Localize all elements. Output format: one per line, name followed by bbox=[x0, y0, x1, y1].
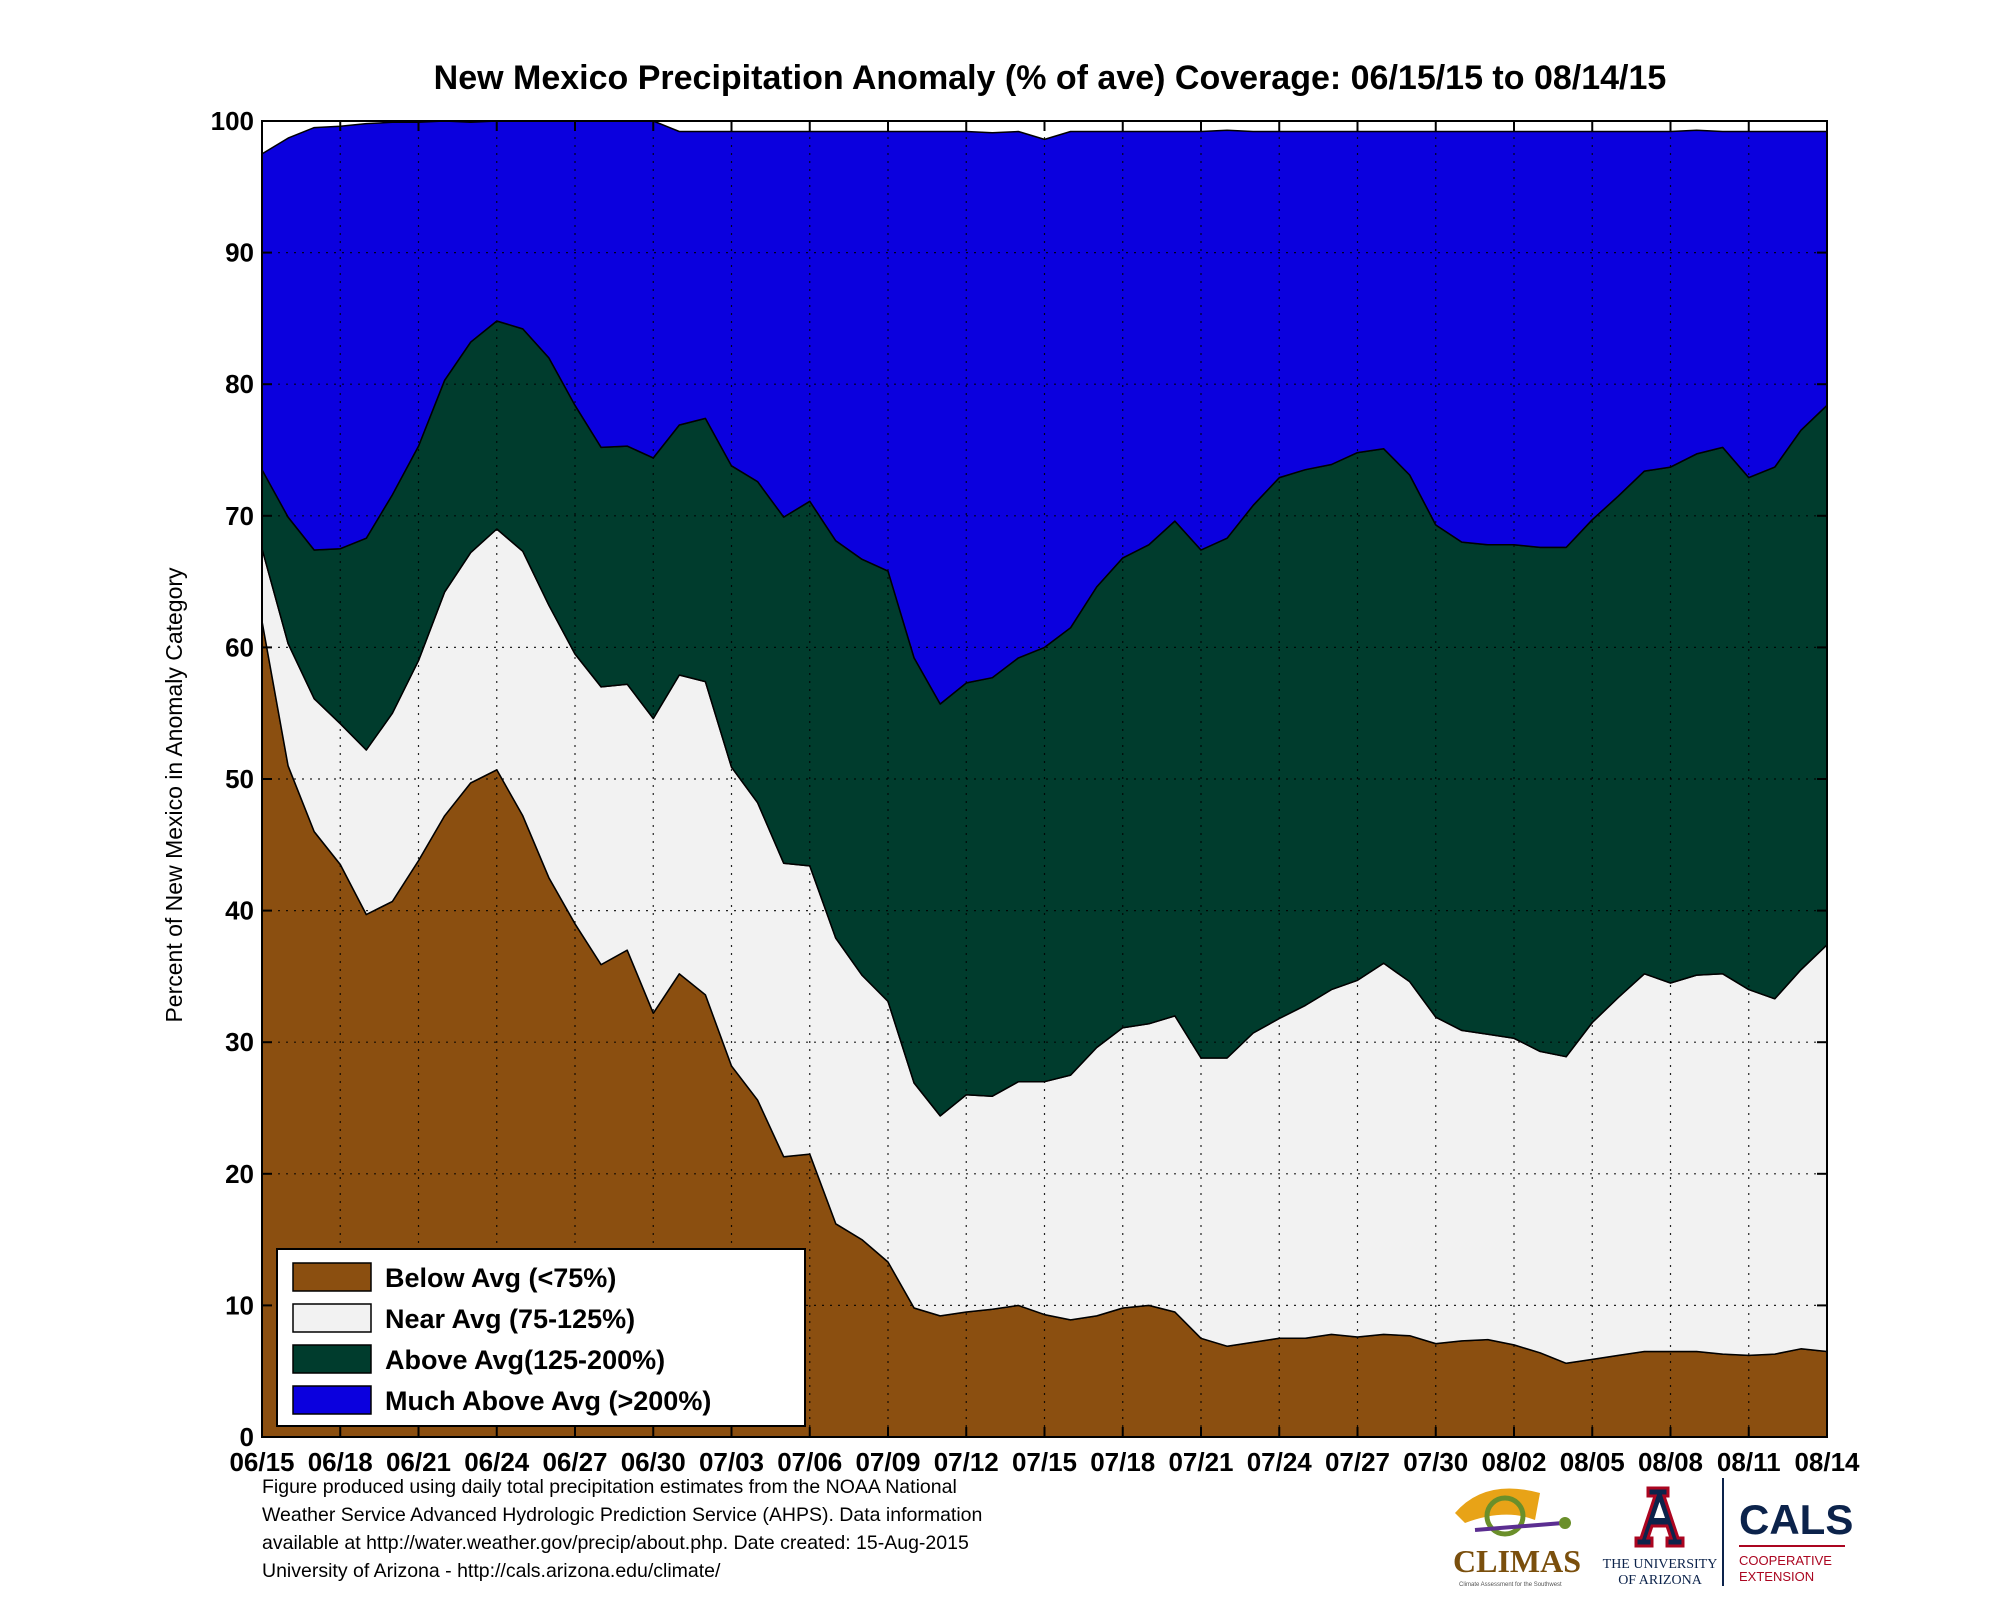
sponsor-logos: CLIMAS Climate Assessment for the Southw… bbox=[1453, 1478, 1853, 1588]
x-tick-label: 08/08 bbox=[1638, 1447, 1703, 1477]
cals-line-2: EXTENSION bbox=[1739, 1569, 1814, 1584]
x-tick-label: 06/30 bbox=[621, 1447, 686, 1477]
footer-line-3: available at http://water.weather.gov/pr… bbox=[262, 1532, 969, 1554]
y-tick-label: 0 bbox=[240, 1422, 254, 1452]
cals-wordmark: CALS bbox=[1739, 1496, 1853, 1543]
x-tick-label: 07/30 bbox=[1403, 1447, 1468, 1477]
climas-logo: CLIMAS Climate Assessment for the Southw… bbox=[1453, 1488, 1581, 1588]
y-tick-label: 100 bbox=[211, 106, 254, 136]
x-tick-label: 06/21 bbox=[386, 1447, 451, 1477]
y-tick-label: 20 bbox=[225, 1159, 254, 1189]
chart-title: New Mexico Precipitation Anomaly (% of a… bbox=[434, 59, 1667, 97]
y-axis-label: Percent of New Mexico in Anomaly Categor… bbox=[161, 567, 187, 1023]
y-tick-label: 30 bbox=[225, 1027, 254, 1057]
climas-wordmark: CLIMAS bbox=[1453, 1543, 1581, 1579]
legend-label: Near Avg (75-125%) bbox=[385, 1304, 635, 1334]
cals-logo: CALS COOPERATIVE EXTENSION bbox=[1739, 1496, 1853, 1584]
x-tick-label: 07/06 bbox=[777, 1447, 842, 1477]
y-tick-label: 90 bbox=[225, 238, 254, 268]
x-axis-ticks: 06/15 06/18 06/21 06/24 06/27 06/30 07/03 07/06… bbox=[229, 121, 1860, 1477]
x-tick-label: 06/15 bbox=[229, 1447, 294, 1477]
x-tick-label: 07/27 bbox=[1325, 1447, 1390, 1477]
x-tick-label: 08/02 bbox=[1481, 1447, 1546, 1477]
x-tick-label: 07/15 bbox=[1012, 1447, 1077, 1477]
ua-line-1: THE UNIVERSITY bbox=[1603, 1557, 1718, 1572]
x-tick-label: 07/21 bbox=[1168, 1447, 1233, 1477]
x-tick-label: 06/18 bbox=[308, 1447, 373, 1477]
y-axis-ticks: 0 10 20 30 40 50 60 70 80 90 100 bbox=[211, 106, 1827, 1452]
y-tick-label: 40 bbox=[225, 896, 254, 926]
x-tick-label: 07/18 bbox=[1090, 1447, 1155, 1477]
y-tick-label: 50 bbox=[225, 764, 254, 794]
legend-swatch bbox=[292, 1344, 372, 1374]
x-tick-label: 06/27 bbox=[542, 1447, 607, 1477]
x-tick-label: 08/14 bbox=[1794, 1447, 1860, 1477]
climas-tagline: Climate Assessment for the Southwest bbox=[1459, 1582, 1562, 1588]
x-tick-label: 08/05 bbox=[1560, 1447, 1625, 1477]
legend-swatch bbox=[292, 1262, 372, 1292]
legend-swatch bbox=[292, 1303, 372, 1333]
x-tick-label: 07/03 bbox=[699, 1447, 764, 1477]
grid-lines bbox=[262, 121, 1827, 1437]
y-tick-label: 10 bbox=[225, 1290, 254, 1320]
legend-label: Below Avg (<75%) bbox=[385, 1263, 616, 1293]
x-tick-label: 08/11 bbox=[1717, 1447, 1781, 1477]
university-of-arizona-logo: THE UNIVERSITY OF ARIZONA bbox=[1603, 1486, 1718, 1588]
y-tick-label: 70 bbox=[225, 501, 254, 531]
footer-line-4: University of Arizona - http://cals.ariz… bbox=[262, 1560, 721, 1582]
y-tick-label: 60 bbox=[225, 632, 254, 662]
ua-line-2: OF ARIZONA bbox=[1618, 1573, 1703, 1588]
legend: Below Avg (<75%) Near Avg (75-125%) Above … bbox=[276, 1248, 806, 1427]
legend-swatch bbox=[292, 1385, 372, 1415]
legend-label: Much Above Avg (>200%) bbox=[385, 1386, 711, 1416]
y-tick-label: 80 bbox=[225, 369, 254, 399]
cals-line-1: COOPERATIVE bbox=[1739, 1553, 1832, 1568]
footer-line-1: Figure produced using daily total precip… bbox=[262, 1476, 957, 1498]
footer-note: Figure produced using daily total precip… bbox=[262, 1473, 1162, 1585]
legend-label: Above Avg(125-200%) bbox=[385, 1345, 665, 1375]
x-tick-label: 07/09 bbox=[855, 1447, 920, 1477]
x-tick-label: 07/12 bbox=[934, 1447, 999, 1477]
x-tick-label: 06/24 bbox=[464, 1447, 530, 1477]
x-tick-label: 07/24 bbox=[1247, 1447, 1313, 1477]
footer-line-2: Weather Service Advanced Hydrologic Pred… bbox=[262, 1504, 983, 1526]
